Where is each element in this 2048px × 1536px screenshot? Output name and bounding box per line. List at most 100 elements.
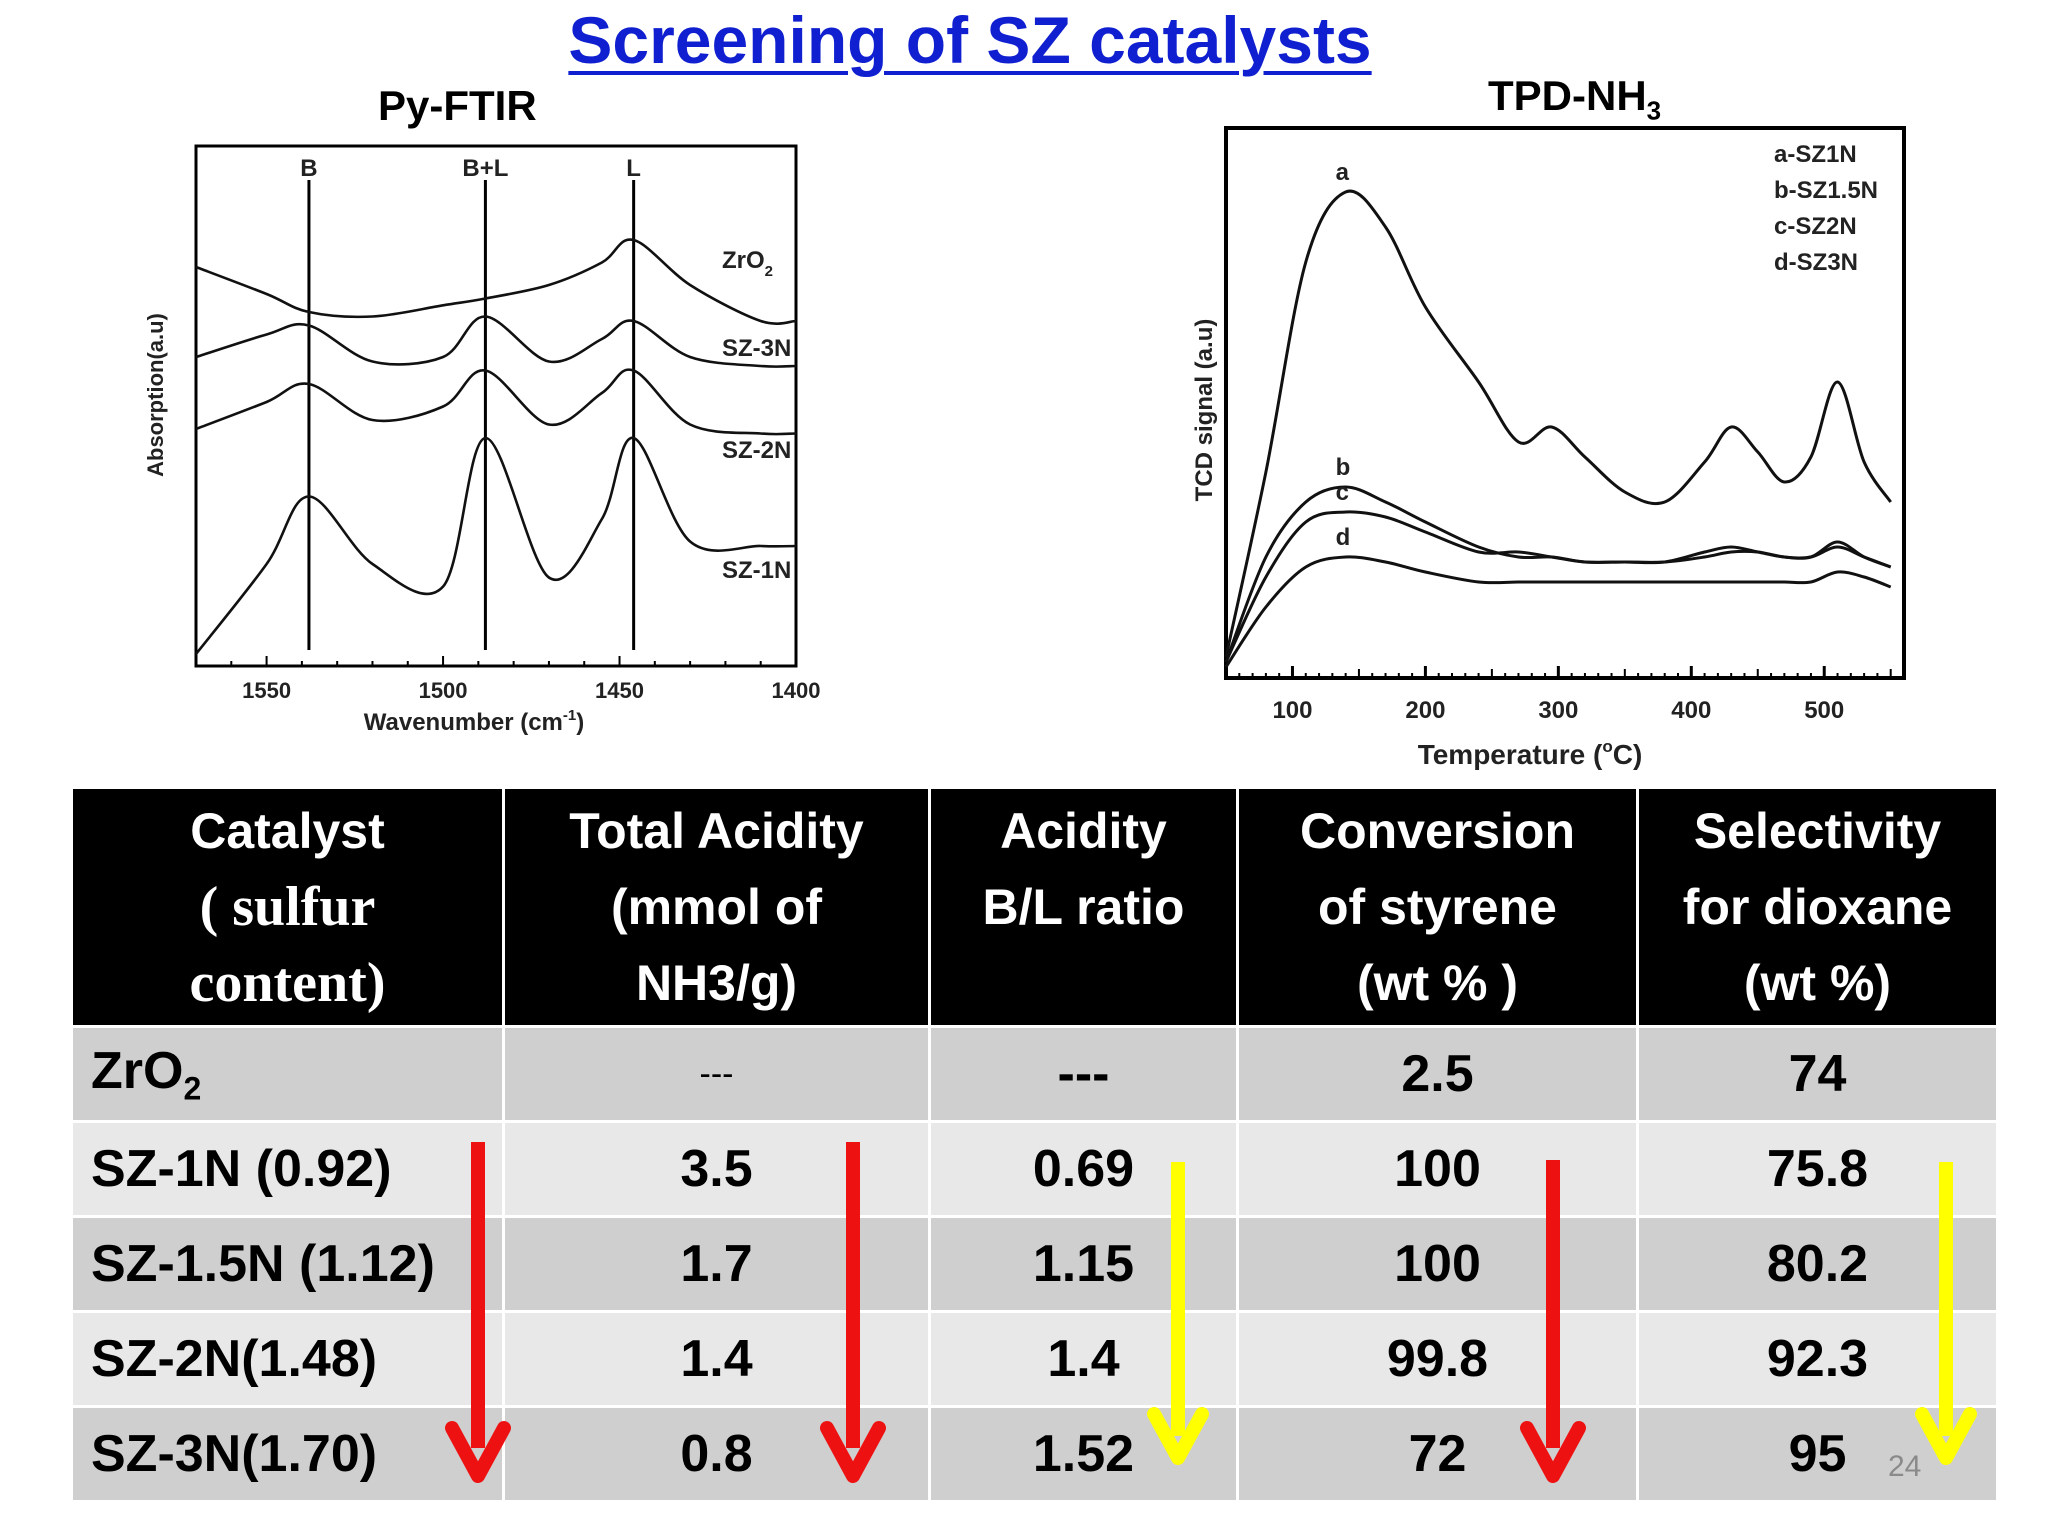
ftir-xlabel-text: Wavenumber (cm	[364, 709, 563, 736]
ftir-x-tick-label: 1400	[772, 678, 821, 703]
header-line: Selectivity	[1693, 803, 1942, 859]
header-conversion: Conversion of styrene (wt % )	[1236, 786, 1639, 1028]
header-line: (wt %)	[1743, 955, 1892, 1011]
header-line: Conversion	[1299, 803, 1576, 859]
ftir-chart-title: Py-FTIR	[378, 82, 537, 129]
tpd-x-tick-label: 200	[1405, 697, 1445, 724]
header-line: NH3/g)	[635, 955, 798, 1011]
ftir-xlabel-sup: -1	[563, 707, 576, 724]
tpd-chart-title: TPD-NH3	[1488, 72, 1661, 126]
ftir-y-axis-label: Absorption(a.u)	[143, 313, 168, 477]
ftir-ref-label: L	[626, 155, 641, 182]
slide-title[interactable]: Screening of SZ catalysts	[568, 3, 1372, 77]
cell-bl-ratio: 1.4	[928, 1310, 1239, 1408]
header-line: Catalyst	[190, 803, 385, 859]
ftir-x-tick-label: 1550	[242, 678, 291, 703]
tpd-legend: a-SZ1N b-SZ1.5N c-SZ2N d-SZ3N	[1774, 141, 1878, 276]
tpd-x-axis: 100 200 300 400 500	[1238, 666, 1892, 724]
tpd-curves: a bcd	[1224, 159, 1892, 668]
cell-total-acidity: 1.7	[502, 1215, 931, 1313]
ftir-series-label: SZ-2N	[722, 437, 791, 464]
table-header-row: Catalyst ( sulfur content) Total Acidity…	[70, 786, 1999, 1028]
cell-conversion: 72	[1236, 1405, 1639, 1503]
tpd-legend-b: b-SZ1.5N	[1774, 177, 1878, 204]
cell-bl-ratio: 0.69	[928, 1120, 1239, 1218]
tpd-title-text: TPD-NH	[1488, 72, 1647, 119]
cell-conversion: 99.8	[1236, 1310, 1639, 1408]
cell-selectivity: 95	[1636, 1405, 1999, 1503]
cell-conversion: 100	[1236, 1215, 1639, 1313]
cell-conversion: 100	[1236, 1120, 1639, 1218]
cell-total-acidity: ---	[502, 1025, 931, 1123]
header-line: for dioxane	[1682, 879, 1953, 935]
header-line	[931, 945, 1236, 1021]
ftir-series-label: ZrO2	[722, 247, 773, 280]
header-bl-ratio: Acidity B/L ratio	[928, 786, 1239, 1028]
header-line: B/L ratio	[982, 879, 1185, 935]
tpd-xlabel-text: Temperature (	[1418, 739, 1603, 770]
cell-catalyst: SZ-1N (0.92)	[70, 1120, 505, 1218]
header-catalyst: Catalyst ( sulfur content)	[70, 786, 505, 1028]
tpd-curve-letter: c	[1336, 479, 1349, 506]
ftir-ref-label: B	[300, 155, 317, 182]
header-total-acidity: Total Acidity (mmol of NH3/g)	[502, 786, 931, 1028]
cell-selectivity: 92.3	[1636, 1310, 1999, 1408]
cell-catalyst: ZrO2	[70, 1025, 505, 1123]
ftir-xlabel-close: )	[576, 709, 584, 736]
ftir-series-line	[195, 315, 797, 368]
ftir-x-axis-label: Wavenumber (cm-1)	[364, 707, 585, 736]
catalyst-name: ZrO	[91, 1041, 184, 1100]
table-row: SZ-2N(1.48) 1.4 1.4 99.8 92.3	[70, 1310, 1999, 1408]
table-row: SZ-1N (0.92) 3.5 0.69 100 75.8	[70, 1120, 1999, 1218]
ftir-frame	[194, 144, 798, 668]
tpd-x-tick-label: 100	[1272, 697, 1312, 724]
table-row: SZ-3N(1.70) 0.8 1.52 72 95	[70, 1405, 1999, 1503]
header-line: Total Acidity	[569, 803, 864, 859]
tpd-xlabel-close: C)	[1613, 739, 1643, 770]
table-row: ZrO2 --- --- 2.5 74	[70, 1025, 1999, 1123]
tpd-curve-letter: d	[1336, 524, 1351, 551]
ftir-x-tick-label: 1450	[595, 678, 644, 703]
cell-conversion: 2.5	[1236, 1025, 1639, 1123]
tpd-y-axis-label: TCD signal (a.u)	[1191, 319, 1218, 502]
cell-bl-ratio: 1.15	[928, 1215, 1239, 1313]
ftir-series-label-sub: 2	[765, 263, 773, 280]
cell-selectivity: 80.2	[1636, 1215, 1999, 1313]
ftir-series-line	[194, 436, 797, 655]
cell-selectivity: 75.8	[1636, 1120, 1999, 1218]
catalyst-sub: 2	[183, 1070, 202, 1107]
tpd-legend-d: d-SZ3N	[1774, 249, 1858, 276]
cell-selectivity: 74	[1636, 1025, 1999, 1123]
header-line: content)	[189, 952, 386, 1014]
tpd-x-tick-label: 300	[1538, 697, 1578, 724]
ftir-series-label-text: SZ-3N	[722, 335, 791, 362]
cell-catalyst: SZ-3N(1.70)	[70, 1405, 505, 1503]
ftir-reference-lines: B B+L L	[300, 155, 641, 650]
page-number: 24	[1888, 1450, 1922, 1483]
cell-total-acidity: 3.5	[502, 1120, 931, 1218]
cell-total-acidity: 0.8	[502, 1405, 931, 1503]
tpd-legend-a: a-SZ1N	[1774, 141, 1857, 168]
table-row: SZ-1.5N (1.12) 1.7 1.15 100 80.2	[70, 1215, 1999, 1313]
header-line: (wt % )	[1356, 955, 1519, 1011]
catalyst-table: Catalyst ( sulfur content) Total Acidity…	[70, 786, 1999, 1503]
cell-catalyst: SZ-2N(1.48)	[70, 1310, 505, 1408]
tpd-series-line	[1224, 189, 1892, 658]
header-line: of styrene	[1318, 879, 1557, 935]
cell-bl-ratio: 1.52	[928, 1405, 1239, 1503]
ftir-series-label: SZ-3N	[722, 335, 791, 362]
ftir-series-line	[195, 368, 797, 436]
tpd-curve-letter: a	[1336, 159, 1350, 186]
tpd-x-tick-label: 500	[1804, 697, 1844, 724]
header-line: Acidity	[1000, 803, 1167, 859]
cell-total-acidity: 1.4	[502, 1310, 931, 1408]
header-selectivity: Selectivity for dioxane (wt %)	[1636, 786, 1999, 1028]
tpd-series-line	[1224, 555, 1892, 668]
ftir-x-tick-label: 1500	[419, 678, 468, 703]
tpd-curve-letter: b	[1336, 454, 1351, 481]
tpd-x-tick-label: 400	[1671, 697, 1711, 724]
ftir-ref-label: B+L	[462, 155, 508, 182]
